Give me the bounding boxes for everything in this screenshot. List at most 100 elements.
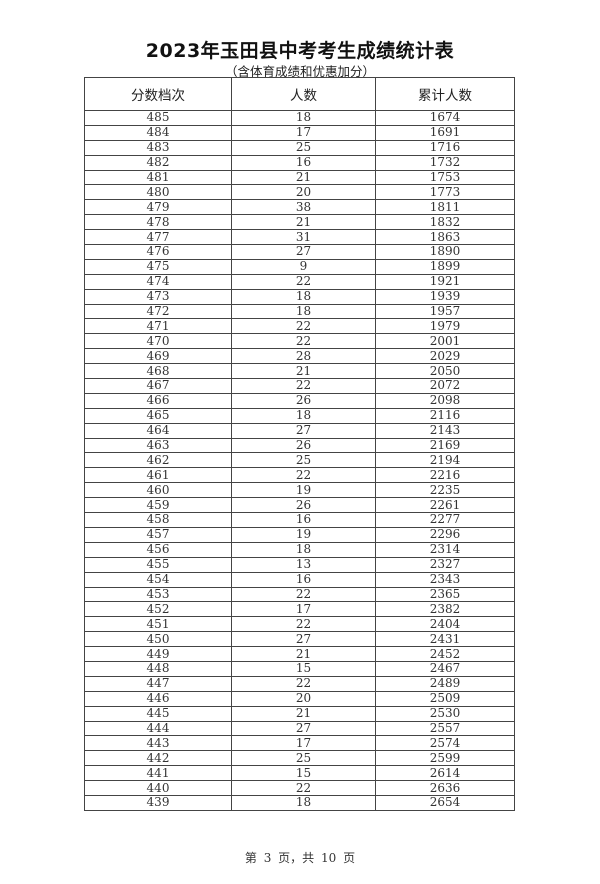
cell-count: 17 [231, 124, 376, 141]
table-row: 442 25 2599 [84, 750, 515, 767]
cell-cumulative: 2216 [375, 467, 515, 484]
cell-count: 18 [231, 407, 376, 424]
cell-cumulative: 2452 [375, 646, 515, 662]
table-row: 473 18 1939 [84, 288, 515, 305]
cell-cumulative: 2143 [375, 422, 515, 439]
cell-cumulative: 2343 [375, 571, 515, 588]
cell-score: 449 [84, 646, 232, 662]
cell-score: 445 [84, 705, 232, 722]
cell-cumulative: 1939 [375, 288, 515, 305]
cell-cumulative: 1890 [375, 244, 515, 260]
cell-cumulative: 1899 [375, 258, 515, 275]
cell-count: 17 [231, 735, 376, 752]
cell-cumulative: 2029 [375, 348, 515, 365]
cell-count: 25 [231, 452, 376, 469]
table-row: 485 18 1674 [84, 110, 515, 126]
cell-count: 18 [231, 288, 376, 305]
cell-cumulative: 1753 [375, 169, 515, 186]
cell-count: 20 [231, 184, 376, 201]
cell-score: 468 [84, 363, 232, 380]
cell-score: 469 [84, 348, 232, 365]
score-table: 分数档次 人数 累计人数 485 18 1674 484 17 1691 483 25 1716… [84, 77, 515, 811]
cell-cumulative: 2509 [375, 690, 515, 707]
table-row: 457 19 2296 [84, 526, 515, 543]
cell-cumulative: 2574 [375, 735, 515, 752]
table-row: 440 22 2636 [84, 780, 515, 796]
cell-count: 21 [231, 646, 376, 662]
cell-cumulative: 2072 [375, 378, 515, 394]
cell-score: 466 [84, 392, 232, 409]
cell-cumulative: 1979 [375, 318, 515, 335]
page-title: 2023年玉田县中考考生成绩统计表 [145, 40, 455, 62]
table-row: 447 22 2489 [84, 675, 515, 692]
cell-cumulative: 2382 [375, 601, 515, 618]
header-cumulative: 累计人数 [375, 77, 515, 111]
table-header-row: 分数档次 人数 累计人数 [84, 77, 515, 111]
cell-count: 22 [231, 675, 376, 692]
cell-score: 463 [84, 437, 232, 454]
cell-cumulative: 1832 [375, 214, 515, 231]
cell-score: 472 [84, 303, 232, 320]
cell-cumulative: 2636 [375, 780, 515, 796]
table-row: 476 27 1890 [84, 244, 515, 260]
cell-count: 27 [231, 720, 376, 737]
table-row: 450 27 2431 [84, 631, 515, 648]
cell-score: 473 [84, 288, 232, 305]
table-row: 478 21 1832 [84, 214, 515, 231]
cell-cumulative: 2654 [375, 794, 515, 811]
table-row: 460 19 2235 [84, 482, 515, 499]
cell-score: 475 [84, 258, 232, 275]
table-row: 441 15 2614 [84, 765, 515, 782]
cell-count: 25 [231, 750, 376, 767]
cell-cumulative: 2001 [375, 333, 515, 350]
cell-count: 22 [231, 467, 376, 484]
cell-cumulative: 2489 [375, 675, 515, 692]
table-row: 465 18 2116 [84, 407, 515, 424]
table-row: 477 31 1863 [84, 229, 515, 246]
cell-cumulative: 2431 [375, 631, 515, 648]
cell-score: 485 [84, 110, 232, 126]
cell-score: 460 [84, 482, 232, 499]
table-row: 443 17 2574 [84, 735, 515, 752]
cell-score: 452 [84, 601, 232, 618]
cell-count: 19 [231, 482, 376, 499]
cell-score: 450 [84, 631, 232, 648]
cell-score: 464 [84, 422, 232, 439]
cell-score: 483 [84, 139, 232, 156]
cell-count: 27 [231, 631, 376, 648]
table-row: 467 22 2072 [84, 378, 515, 394]
table-row: 479 38 1811 [84, 199, 515, 216]
table-row: 445 21 2530 [84, 705, 515, 722]
cell-cumulative: 1921 [375, 273, 515, 290]
cell-count: 27 [231, 422, 376, 439]
cell-score: 481 [84, 169, 232, 186]
cell-score: 446 [84, 690, 232, 707]
table-row: 475 9 1899 [84, 258, 515, 275]
cell-score: 465 [84, 407, 232, 424]
table-row: 468 21 2050 [84, 363, 515, 380]
cell-cumulative: 1674 [375, 110, 515, 126]
cell-cumulative: 1773 [375, 184, 515, 201]
cell-count: 22 [231, 318, 376, 335]
cell-count: 26 [231, 497, 376, 514]
cell-cumulative: 2365 [375, 586, 515, 603]
cell-score: 474 [84, 273, 232, 290]
cell-cumulative: 1716 [375, 139, 515, 156]
table-row: 464 27 2143 [84, 422, 515, 439]
cell-cumulative: 2314 [375, 541, 515, 558]
cell-score: 443 [84, 735, 232, 752]
cell-score: 459 [84, 497, 232, 514]
cell-cumulative: 2277 [375, 512, 515, 528]
cell-count: 16 [231, 154, 376, 171]
cell-count: 22 [231, 273, 376, 290]
cell-count: 22 [231, 616, 376, 633]
page-number: 第 3 页，共 10 页 [244, 851, 356, 865]
cell-cumulative: 1811 [375, 199, 515, 216]
cell-score: 470 [84, 333, 232, 350]
cell-score: 479 [84, 199, 232, 216]
cell-cumulative: 1957 [375, 303, 515, 320]
header-score-level: 分数档次 [84, 77, 232, 111]
table-row: 452 17 2382 [84, 601, 515, 618]
cell-count: 21 [231, 169, 376, 186]
table-row: 474 22 1921 [84, 273, 515, 290]
